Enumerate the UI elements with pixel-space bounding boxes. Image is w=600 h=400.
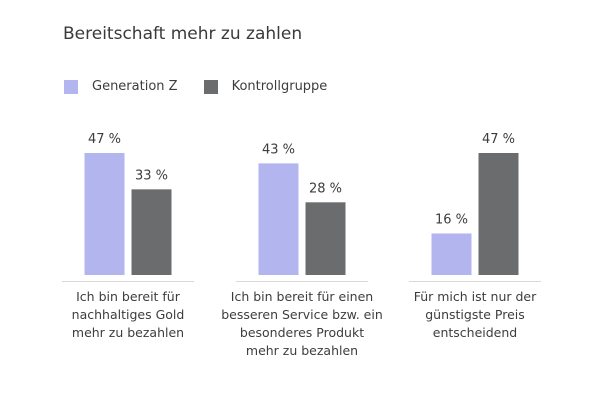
legend-swatch-kontrollgruppe: [203, 79, 218, 94]
bar-generation-z-3: [431, 233, 472, 275]
legend-label-generation-z: Generation Z: [92, 79, 178, 94]
bar-kontrollgruppe-3: [478, 153, 519, 275]
category-label-line: besseren Service bzw. ein: [221, 307, 383, 322]
data-label-kontrollgruppe-2: 28 %: [309, 181, 342, 196]
bar-kontrollgruppe-1: [131, 189, 172, 275]
legend-label-kontrollgruppe: Kontrollgruppe: [231, 79, 328, 94]
bar-generation-z-2: [258, 163, 299, 275]
data-label-generation-z-3: 16 %: [435, 212, 468, 227]
category-label-1: Ich bin bereit für nachhaltiges Gold mehr …: [38, 288, 218, 342]
category-label-line: günstigste Preis: [425, 307, 525, 322]
legend: Generation Z Kontrollgruppe: [64, 79, 353, 94]
category-label-line: mehr zu bezahlen: [71, 325, 185, 340]
category-label-line: Ich bin bereit für einen: [230, 289, 374, 304]
category-label-line: Für mich ist nur der: [413, 289, 537, 304]
category-label-line: nachhaltiges Gold: [71, 307, 185, 322]
bar-kontrollgruppe-2: [305, 202, 346, 275]
data-label-kontrollgruppe-3: 47 %: [482, 132, 515, 147]
category-label-line: mehr zu bezahlen: [245, 343, 359, 358]
category-label-2: Ich bin bereit für einen besseren Service…: [212, 288, 392, 360]
category-label-line: besonderes Produkt: [239, 325, 365, 340]
data-label-generation-z-1: 47 %: [88, 132, 121, 147]
bar-generation-z-1: [84, 153, 125, 275]
category-label-3: Für mich ist nur der günstigste Preis ents…: [385, 288, 565, 342]
legend-item-generation-z: Generation Z: [64, 79, 178, 94]
category-label-line: Ich bin bereit für: [76, 289, 180, 304]
legend-item-kontrollgruppe: Kontrollgruppe: [203, 79, 328, 94]
data-label-generation-z-2: 43 %: [262, 142, 295, 157]
data-label-kontrollgruppe-1: 33 %: [135, 168, 168, 183]
chart-title: Bereitschaft mehr zu zahlen: [63, 24, 303, 44]
category-label-line: entscheidend: [432, 325, 518, 340]
legend-swatch-generation-z: [64, 79, 78, 94]
